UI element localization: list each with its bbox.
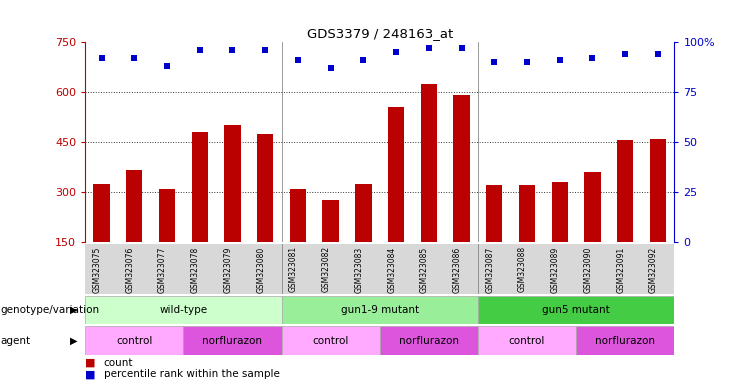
Text: GSM323079: GSM323079 xyxy=(224,247,233,293)
Point xyxy=(357,57,369,63)
Text: ■: ■ xyxy=(85,358,96,368)
Bar xyxy=(192,132,208,242)
Point xyxy=(488,59,500,65)
Text: gun5 mutant: gun5 mutant xyxy=(542,305,610,315)
Point xyxy=(554,57,565,63)
Text: control: control xyxy=(116,336,153,346)
Bar xyxy=(257,134,273,242)
Text: GSM323092: GSM323092 xyxy=(649,247,658,293)
Text: control: control xyxy=(509,336,545,346)
Bar xyxy=(93,184,110,242)
Text: GSM323091: GSM323091 xyxy=(617,247,625,293)
Text: GSM323089: GSM323089 xyxy=(551,247,559,293)
Bar xyxy=(290,189,306,242)
Text: gun1-9 mutant: gun1-9 mutant xyxy=(341,305,419,315)
Text: norflurazon: norflurazon xyxy=(399,336,459,346)
Text: GSM323086: GSM323086 xyxy=(453,247,462,293)
Bar xyxy=(617,141,634,242)
Bar xyxy=(650,139,666,242)
Bar xyxy=(85,326,184,355)
Point xyxy=(96,55,107,61)
Bar xyxy=(322,200,339,242)
Text: GSM323083: GSM323083 xyxy=(354,247,363,293)
Text: ▶: ▶ xyxy=(70,305,78,315)
Bar xyxy=(225,126,241,242)
Text: GSM323087: GSM323087 xyxy=(485,247,494,293)
Point xyxy=(292,57,304,63)
Text: GSM323085: GSM323085 xyxy=(420,247,429,293)
Bar xyxy=(576,326,674,355)
Point xyxy=(161,63,173,69)
Point xyxy=(423,45,435,51)
Bar xyxy=(478,296,674,324)
Bar xyxy=(355,184,371,242)
Text: GSM323088: GSM323088 xyxy=(518,247,527,293)
Point xyxy=(619,51,631,57)
Bar xyxy=(379,326,478,355)
Bar xyxy=(478,326,576,355)
Text: count: count xyxy=(104,358,133,368)
Point xyxy=(259,47,271,53)
Text: GSM323090: GSM323090 xyxy=(583,247,593,293)
Text: GSM323084: GSM323084 xyxy=(387,247,396,293)
Text: GSM323077: GSM323077 xyxy=(158,247,167,293)
Point xyxy=(128,55,140,61)
Bar xyxy=(388,107,405,242)
Text: agent: agent xyxy=(1,336,31,346)
Bar xyxy=(585,172,601,242)
Point xyxy=(521,59,533,65)
Point xyxy=(227,47,239,53)
Point xyxy=(194,47,206,53)
Bar xyxy=(519,185,535,242)
Bar xyxy=(85,296,282,324)
Bar xyxy=(126,170,142,242)
Text: norflurazon: norflurazon xyxy=(595,336,655,346)
Text: percentile rank within the sample: percentile rank within the sample xyxy=(104,369,279,379)
Bar xyxy=(183,326,282,355)
Bar xyxy=(421,84,437,242)
Point xyxy=(391,49,402,55)
Bar xyxy=(282,296,478,324)
Point xyxy=(587,55,599,61)
Text: GSM323081: GSM323081 xyxy=(289,247,298,293)
Text: control: control xyxy=(313,336,349,346)
Bar xyxy=(486,185,502,242)
Text: ▶: ▶ xyxy=(70,336,78,346)
Title: GDS3379 / 248163_at: GDS3379 / 248163_at xyxy=(307,26,453,40)
Point xyxy=(325,65,336,71)
Text: genotype/variation: genotype/variation xyxy=(1,305,100,315)
Text: GSM323078: GSM323078 xyxy=(190,247,200,293)
Text: ■: ■ xyxy=(85,369,96,379)
Point xyxy=(652,51,664,57)
Bar xyxy=(551,182,568,242)
Text: norflurazon: norflurazon xyxy=(202,336,262,346)
Bar xyxy=(282,326,379,355)
Text: GSM323082: GSM323082 xyxy=(322,247,330,293)
Point xyxy=(456,45,468,51)
Text: wild-type: wild-type xyxy=(159,305,207,315)
Bar xyxy=(159,189,175,242)
Text: GSM323075: GSM323075 xyxy=(93,247,102,293)
Bar xyxy=(453,96,470,242)
Text: GSM323076: GSM323076 xyxy=(125,247,134,293)
Text: GSM323080: GSM323080 xyxy=(256,247,265,293)
